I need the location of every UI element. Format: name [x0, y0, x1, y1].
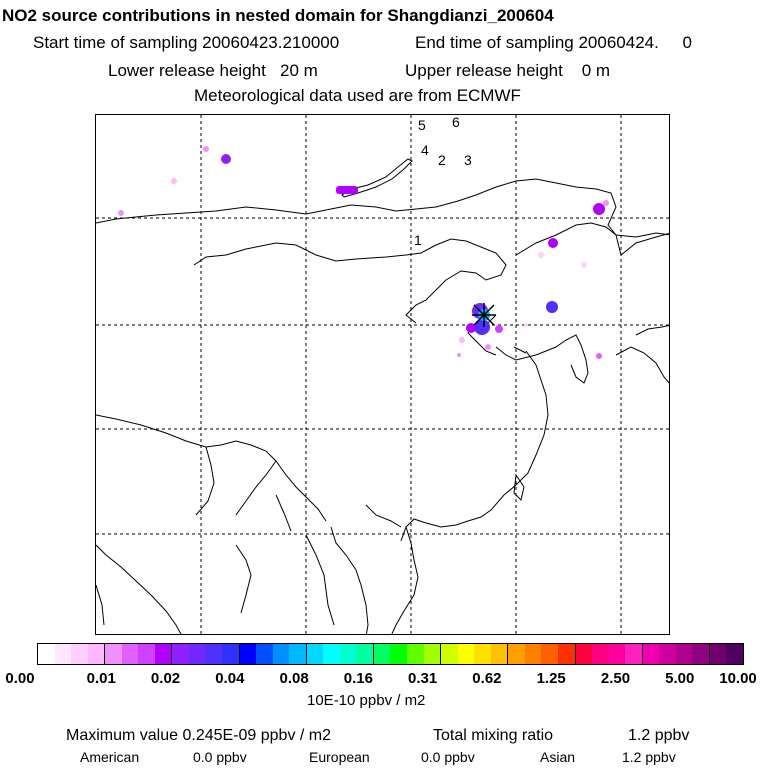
color-scale-cell [154, 644, 172, 664]
end-time-label: End time of sampling 20060424. 0 [415, 33, 692, 52]
color-scale-cell [490, 644, 508, 664]
european-value: 0.0 ppbv [421, 749, 475, 765]
asian-value: 1.2 ppbv [622, 749, 676, 765]
american-label: American [80, 749, 140, 765]
region-label-4: 4 [421, 142, 429, 158]
color-scale-cell [592, 644, 609, 664]
asian-label: Asian [540, 749, 576, 765]
total-mixing-label: Total mixing ratio [433, 727, 554, 744]
color-scale-cell [708, 644, 727, 664]
color-scale-cell [238, 644, 257, 664]
color-scale-cell [38, 644, 55, 664]
region-label-2: 2 [438, 152, 446, 168]
color-scale-cell [323, 644, 340, 664]
page-title: NO2 source contributions in nested domai… [2, 6, 554, 25]
total-mixing-value: 1.2 ppbv [628, 727, 690, 744]
color-scale-tick-label: 5.00 [665, 670, 695, 687]
region-label-3: 3 [464, 152, 472, 168]
max-value-label: Maximum value 0.245E-09 ppbv / m2 [66, 727, 332, 744]
color-scale-cell [608, 644, 626, 664]
color-scale-cell [356, 644, 373, 664]
color-scale-cell [574, 644, 593, 664]
color-scale-cell [222, 644, 239, 664]
color-scale-cell [407, 644, 424, 664]
color-scale-cell [339, 644, 357, 664]
color-scale-cell [524, 644, 542, 664]
color-scale-cell [390, 644, 408, 664]
receptor-star-icon [472, 303, 496, 327]
color-scale-cell [305, 644, 324, 664]
lower-height-label: Lower release height 20 m [108, 61, 318, 80]
color-scale-cell [641, 644, 660, 664]
met-data-label: Meteorological data used are from ECMWF [194, 86, 521, 105]
region-label-6: 6 [452, 115, 460, 130]
graticule [96, 115, 669, 634]
unit-label: 10E-10 ppbv / m2 [307, 692, 426, 709]
color-scale-cell [457, 644, 475, 664]
color-scale-tick-label: 0.02 [150, 670, 181, 687]
country-borders [96, 158, 669, 634]
color-scale-tick-label: 0.16 [343, 670, 373, 687]
map-panel: 5 6 4 2 3 1 [95, 114, 670, 635]
color-scale-cell [138, 644, 155, 664]
color-scale-cell [659, 644, 676, 664]
color-scale-cell [692, 644, 709, 664]
color-scale-cell [121, 644, 139, 664]
no2-concentration [118, 146, 609, 359]
map-canvas: 5 6 4 2 3 1 [96, 115, 669, 634]
color-scale-cell [474, 644, 491, 664]
upper-height-label: Upper release height 0 m [405, 61, 611, 80]
color-scale-cell [372, 644, 391, 664]
start-time-label: Start time of sampling 20060423.210000 [33, 33, 340, 52]
color-scale-cell [256, 644, 273, 664]
color-scale-cell [54, 644, 72, 664]
color-scale-cell [541, 644, 558, 664]
color-scale-tick-label: 1.25 [536, 670, 566, 687]
color-scale-cell [272, 644, 290, 664]
color-scale-tick-label: 0.31 [408, 670, 438, 687]
color-scale-cell [726, 644, 743, 664]
color-scale-cell [507, 644, 525, 664]
color-scale-tick-label: 0.62 [472, 670, 502, 687]
color-scale-cell [104, 644, 122, 664]
color-scale-cell [188, 644, 206, 664]
color-scale-bar [37, 643, 744, 665]
color-scale-cell [675, 644, 693, 664]
color-scale-tick-label: 0.04 [215, 670, 245, 687]
color-scale-cell [557, 644, 575, 664]
color-scale-cell [171, 644, 189, 664]
color-scale-cell [423, 644, 441, 664]
color-scale-cell [205, 644, 223, 664]
region-label-5: 5 [418, 117, 426, 133]
region-label-1: 1 [414, 232, 422, 248]
color-scale-tick-label: 0.01 [86, 670, 116, 687]
color-scale-tick-label: 0.00 [5, 670, 35, 687]
color-scale-tick-label: 10.00 [719, 670, 757, 687]
color-scale-cell [625, 644, 642, 664]
color-scale-cell [87, 644, 105, 664]
european-label: European [309, 749, 370, 765]
color-scale-cell [440, 644, 458, 664]
color-scale-tick-label: 2.50 [600, 670, 631, 687]
color-scale-tick-label: 0.08 [279, 670, 309, 687]
american-value: 0.0 ppbv [193, 749, 247, 765]
color-scale-cell [289, 644, 306, 664]
color-scale-cell [71, 644, 88, 664]
